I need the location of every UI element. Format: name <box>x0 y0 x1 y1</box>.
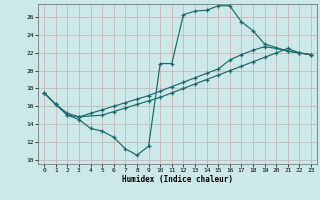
X-axis label: Humidex (Indice chaleur): Humidex (Indice chaleur) <box>122 175 233 184</box>
